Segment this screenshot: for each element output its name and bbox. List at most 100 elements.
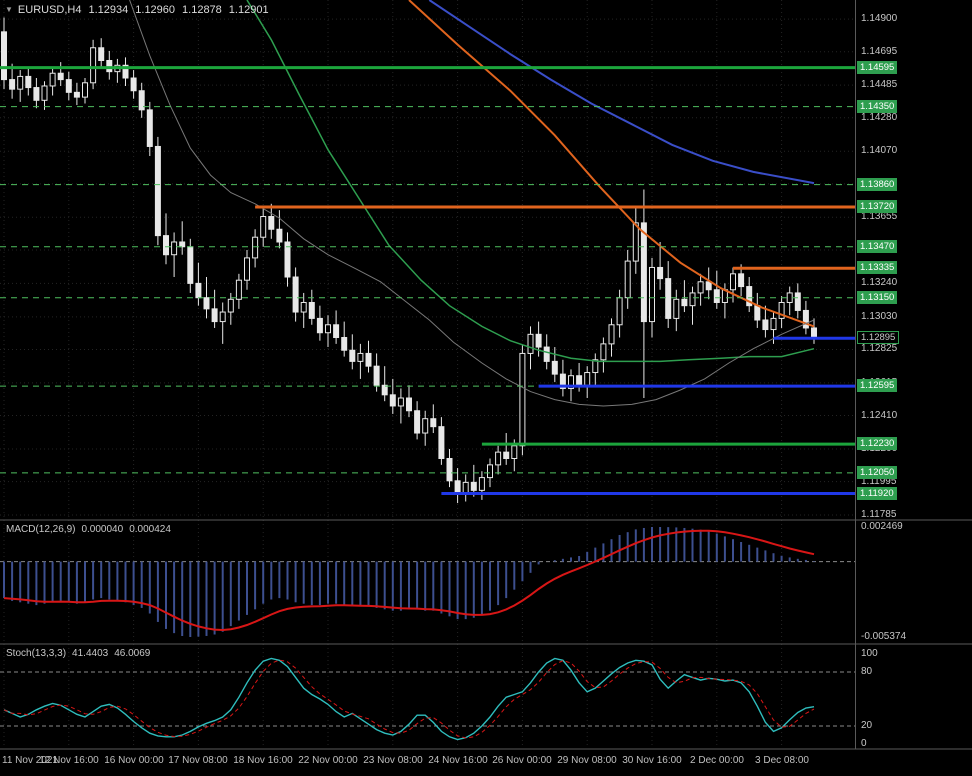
panel-dividers <box>0 0 972 750</box>
candle-body <box>284 241 291 278</box>
candle-body <box>163 235 169 256</box>
candle-body <box>90 47 97 84</box>
candle-body <box>316 317 323 334</box>
ma-slow-blue <box>428 0 815 185</box>
candle-body <box>713 289 720 303</box>
candle-body <box>778 301 785 319</box>
candle-body <box>414 410 421 434</box>
stoch-name: Stoch(13,3,3) <box>6 648 67 659</box>
candle-body <box>422 418 429 434</box>
candle-body <box>527 333 534 354</box>
macd-signal-value: 0.000424 <box>129 524 171 535</box>
candle-body <box>495 451 502 466</box>
candle-body <box>179 241 186 248</box>
candle-body <box>738 273 745 288</box>
candle-body <box>551 360 558 375</box>
candle-body <box>244 257 250 281</box>
candle-body <box>187 246 194 284</box>
candle-body <box>130 77 137 92</box>
candle-body <box>754 305 761 321</box>
candle-body <box>746 286 753 307</box>
candle-body <box>802 309 809 329</box>
macd-name: MACD(12,26,9) <box>6 524 76 535</box>
ohlc-high: 1.12960 <box>135 4 176 16</box>
candle-body <box>171 241 178 256</box>
candle-body <box>235 279 242 300</box>
candle-body <box>519 352 526 447</box>
chart-title: ▼ EURUSD,H4 1.12934 1.12960 1.12878 1.12901 <box>5 4 269 16</box>
stoch-signal-value: 46.0069 <box>114 648 151 659</box>
candle-body <box>786 292 793 303</box>
candle-body <box>511 445 518 460</box>
candle-body <box>584 372 591 386</box>
candle-body <box>195 282 202 299</box>
support-resistance-lines <box>0 66 855 496</box>
candle-body <box>487 464 493 479</box>
candle-body <box>276 228 283 243</box>
candle-body <box>49 72 56 87</box>
candle-body <box>535 333 542 348</box>
grid-lines <box>0 0 855 748</box>
candle-body <box>705 281 712 291</box>
candle-body <box>82 82 88 98</box>
candle-body <box>478 477 485 491</box>
candle-body <box>673 298 680 319</box>
candle-body <box>568 375 574 389</box>
ma-green <box>246 0 815 363</box>
candle-body <box>25 75 32 89</box>
candle-body <box>470 481 477 491</box>
candle-body <box>57 72 64 81</box>
candle-body <box>406 397 412 412</box>
candle-body <box>268 216 275 230</box>
candle-body <box>632 222 639 262</box>
candle-body <box>681 298 688 307</box>
candle-body <box>357 352 364 362</box>
candle-body <box>33 87 40 101</box>
candle-body <box>325 324 331 334</box>
ohlc-open: 1.12934 <box>88 4 129 16</box>
candle-body <box>462 481 469 495</box>
candle-body <box>65 79 72 93</box>
candle-body <box>73 91 80 98</box>
candle-body <box>1 31 7 81</box>
candle-body <box>308 301 315 319</box>
candle-body <box>624 260 631 299</box>
macd-panel <box>0 526 855 637</box>
candle-body <box>154 145 161 237</box>
candle-body <box>9 79 16 90</box>
candle-body <box>219 311 226 323</box>
candle-body <box>697 281 704 294</box>
candle-body <box>794 292 801 311</box>
candle-body <box>389 394 396 407</box>
candle-body <box>381 384 388 396</box>
stoch-main-line <box>3 657 815 741</box>
candle-body <box>365 352 372 367</box>
candle-body <box>106 59 113 73</box>
candle-body <box>349 349 356 362</box>
candle-body <box>640 222 647 323</box>
macd-signal-line <box>3 529 815 632</box>
candle-body <box>543 346 550 362</box>
candle-body <box>446 458 453 482</box>
candle-body <box>333 324 340 339</box>
candle-body <box>454 480 461 495</box>
candle-body <box>292 276 299 313</box>
candle-body <box>300 301 307 313</box>
candle-body <box>657 266 664 280</box>
candle-body <box>122 64 129 79</box>
ohlc-close: 1.12901 <box>228 4 269 16</box>
symbol-period-label: EURUSD,H4 <box>17 4 82 16</box>
stochastic-panel <box>0 657 855 741</box>
candle-body <box>608 324 615 345</box>
candle-body <box>138 90 145 111</box>
candle-body <box>17 75 24 90</box>
symbol-marker-icon: ▼ <box>5 5 13 14</box>
candle-body <box>146 109 153 147</box>
candle-body <box>430 418 437 428</box>
candle-body <box>227 298 234 313</box>
candle-body <box>260 216 267 238</box>
candle-body <box>592 359 599 374</box>
